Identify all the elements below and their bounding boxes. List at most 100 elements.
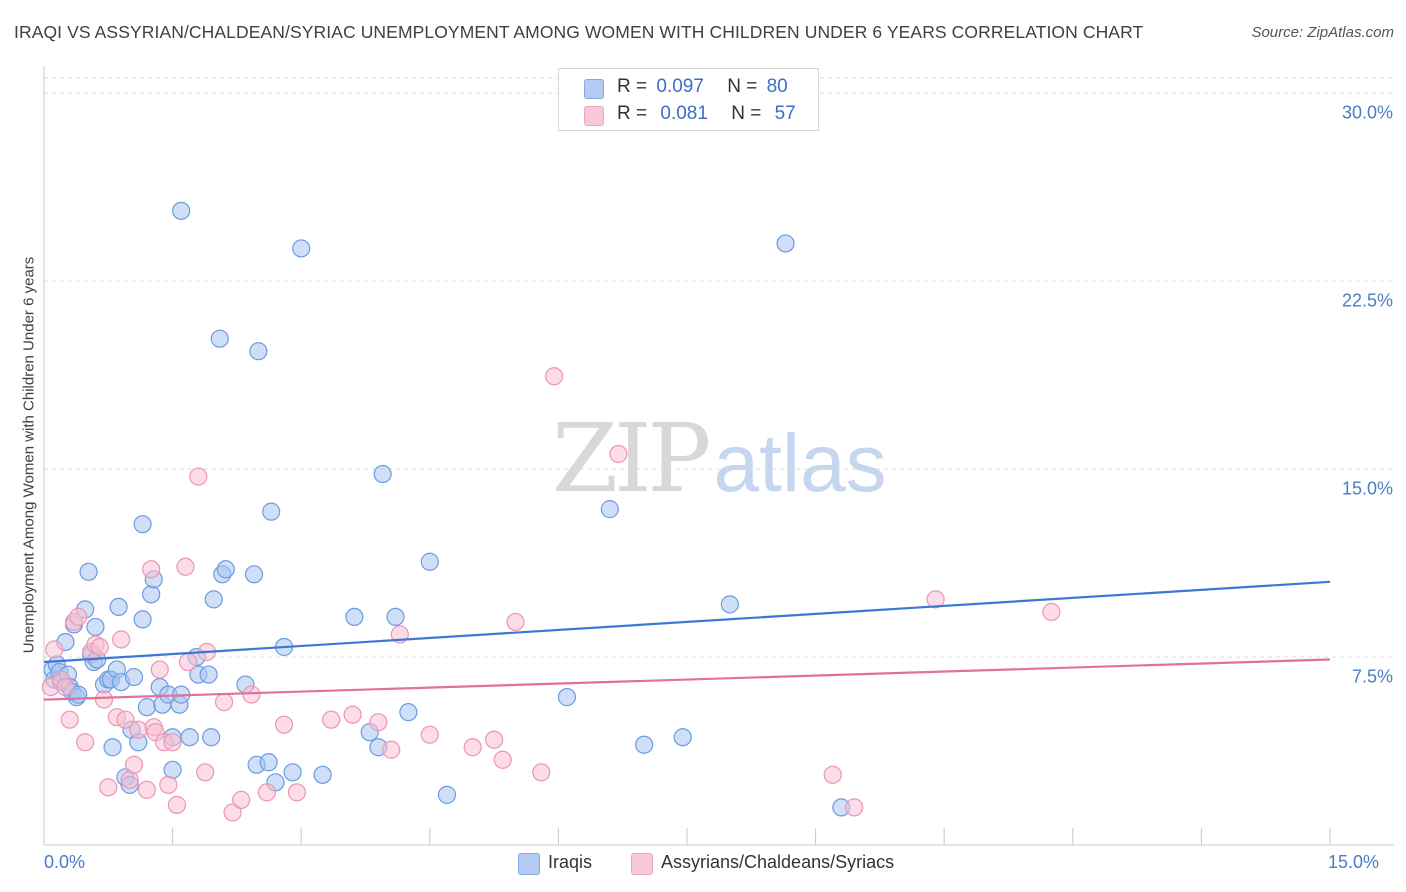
- bottom-legend-label-assyrian: Assyrians/Chaldeans/Syriacs: [661, 852, 895, 872]
- bottom-legend-assyrian: Assyrians/Chaldeans/Syriacs: [631, 852, 895, 875]
- data-point-iraqi: [635, 735, 654, 754]
- data-point-assyrian: [167, 795, 186, 814]
- data-point-assyrian: [76, 733, 95, 752]
- legend-swatch-iraqi: [584, 79, 604, 99]
- data-point-assyrian: [176, 557, 195, 576]
- legend-swatch-assyrian: [584, 106, 604, 126]
- data-point-iraqi: [216, 560, 235, 579]
- data-point-assyrian: [287, 783, 307, 802]
- data-point-assyrian: [926, 590, 945, 609]
- legend-n-value-assyrian: 57: [774, 103, 796, 124]
- bottom-legend: Iraqis Assyrians/Chaldeans/Syriacs: [0, 852, 1406, 876]
- data-point-iraqi: [202, 728, 221, 747]
- data-point-iraqi: [262, 502, 281, 521]
- data-point-assyrian: [343, 705, 362, 724]
- data-point-iraqi: [137, 698, 156, 717]
- data-point-assyrian: [223, 803, 242, 822]
- data-point-iraqi: [776, 234, 795, 253]
- data-point-iraqi: [142, 585, 161, 604]
- bottom-legend-swatch-iraqi: [518, 853, 540, 875]
- data-point-assyrian: [420, 725, 439, 744]
- data-point-iraqi: [109, 597, 128, 616]
- data-point-assyrian: [142, 560, 161, 579]
- chart-source: Source: ZipAtlas.com: [1251, 24, 1394, 41]
- data-point-iraqi: [133, 515, 152, 534]
- data-point-iraqi: [163, 760, 182, 779]
- data-point-assyrian: [369, 713, 388, 732]
- data-point-assyrian: [163, 733, 182, 752]
- data-point-iraqi: [373, 464, 392, 484]
- data-point-iraqi: [259, 753, 278, 772]
- data-point-assyrian: [463, 738, 482, 757]
- y-tick-label: 30.0%: [1341, 102, 1393, 123]
- data-point-iraqi: [244, 565, 264, 584]
- data-point-assyrian: [382, 740, 401, 759]
- data-point-assyrian: [257, 783, 277, 802]
- data-point-iraqi: [133, 610, 152, 629]
- data-point-iraqi: [86, 617, 105, 637]
- data-point-assyrian: [532, 763, 551, 782]
- data-point-assyrian: [242, 685, 261, 704]
- x-tick-label-max: 15.0%: [1328, 852, 1380, 872]
- y-tick-label: 7.5%: [1351, 666, 1393, 687]
- y-tick-label: 15.0%: [1341, 478, 1393, 499]
- y-tick-label: 22.5%: [1341, 290, 1393, 311]
- data-point-assyrian: [823, 765, 842, 784]
- data-point-iraqi: [172, 201, 191, 220]
- legend-row-iraqi: R = 0.097 N = 80: [584, 76, 788, 99]
- data-point-assyrian: [609, 444, 628, 464]
- data-point-iraqi: [292, 239, 311, 258]
- data-point-assyrian: [137, 780, 156, 799]
- data-point-assyrian: [90, 637, 109, 657]
- data-point-iraqi: [673, 728, 692, 747]
- data-point-assyrian: [545, 367, 564, 386]
- data-point-assyrian: [116, 710, 135, 729]
- data-point-iraqi: [199, 665, 218, 684]
- data-point-iraqi: [600, 500, 619, 519]
- data-point-assyrian: [178, 652, 198, 672]
- data-point-assyrian: [129, 720, 148, 739]
- bottom-legend-swatch-assyrian: [631, 853, 653, 875]
- data-point-iraqi: [437, 785, 457, 804]
- data-point-iraqi: [399, 703, 418, 722]
- data-point-assyrian: [845, 798, 864, 817]
- legend: R = 0.097 N = 80 R = 0.081 N = 57: [558, 68, 819, 131]
- watermark-atlas: atlas: [713, 418, 887, 509]
- trend-line-assyrian: [43, 658, 1331, 701]
- legend-r-value-assyrian: 0.081: [660, 103, 708, 124]
- bottom-legend-iraqi: Iraqis: [518, 852, 593, 875]
- data-point-iraqi: [124, 667, 144, 687]
- data-point-iraqi: [210, 329, 229, 348]
- data-point-assyrian: [112, 630, 131, 649]
- data-point-assyrian: [60, 710, 79, 729]
- legend-row-assyrian: R = 0.081 N = 57: [584, 103, 796, 126]
- chart-title: IRAQI VS ASSYRIAN/CHALDEAN/SYRIAC UNEMPL…: [14, 22, 1144, 42]
- data-point-iraqi: [180, 728, 199, 747]
- bottom-legend-label-iraqi: Iraqis: [548, 852, 593, 872]
- data-point-assyrian: [493, 750, 512, 769]
- data-point-iraqi: [557, 688, 577, 707]
- legend-n-label: N =: [727, 76, 758, 97]
- legend-r-label: R =: [617, 103, 648, 124]
- watermark: ZIPatlas: [552, 404, 887, 514]
- data-point-assyrian: [150, 660, 169, 679]
- watermark-zip: ZIP: [552, 404, 711, 514]
- data-point-assyrian: [232, 790, 251, 809]
- data-point-iraqi: [103, 738, 122, 757]
- data-point-iraqi: [345, 607, 364, 627]
- data-point-iraqi: [283, 763, 302, 782]
- data-point-assyrian: [506, 612, 525, 632]
- trend-line-iraqi: [43, 580, 1331, 664]
- data-point-assyrian: [99, 778, 118, 797]
- data-point-assyrian: [120, 770, 139, 789]
- data-point-assyrian: [159, 775, 178, 794]
- data-point-iraqi: [204, 590, 223, 609]
- data-point-iraqi: [249, 342, 268, 361]
- data-point-iraqi: [720, 595, 739, 614]
- data-point-iraqi: [313, 765, 332, 784]
- data-point-assyrian: [124, 755, 144, 774]
- data-point-iraqi: [79, 562, 98, 581]
- data-point-assyrian: [214, 693, 234, 712]
- legend-n-value-iraqi: 80: [766, 76, 788, 97]
